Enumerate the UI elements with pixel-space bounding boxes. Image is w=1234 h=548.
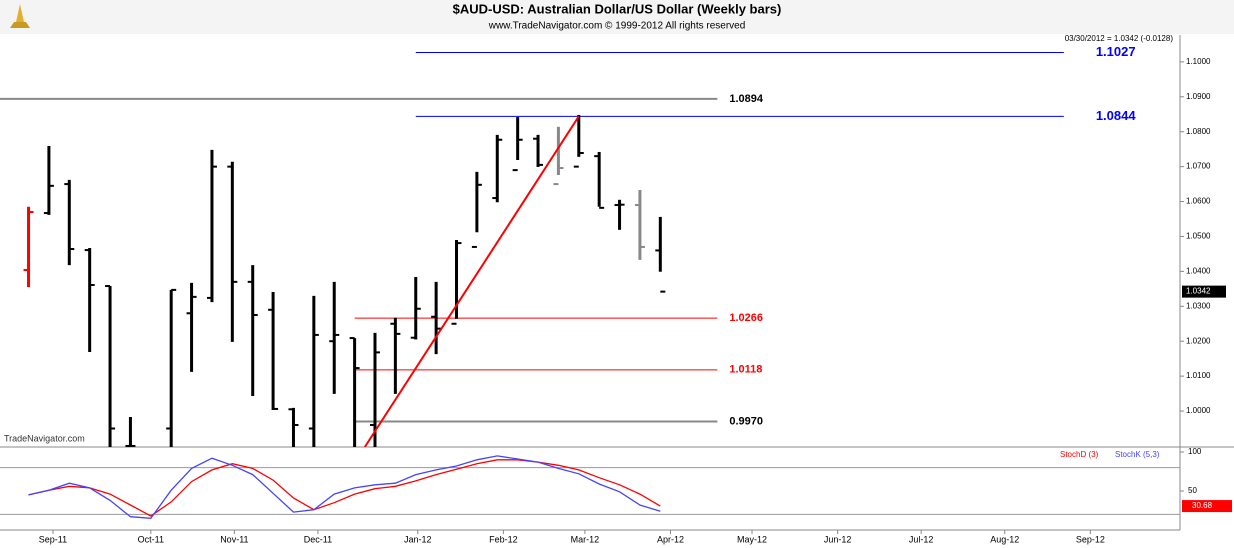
level-label: 0.9970 — [729, 415, 763, 427]
y-tick-label: 1.0100 — [1186, 371, 1211, 380]
last-value-label: 30.68 — [1192, 501, 1213, 510]
chart-subtitle: www.TradeNavigator.com © 1999-2012 All r… — [488, 21, 746, 32]
y-tick-label: 100 — [1188, 447, 1202, 456]
y-tick-label: 1.0600 — [1186, 197, 1211, 206]
level-label: 1.0894 — [729, 93, 764, 105]
x-tick-label: Apr-12 — [657, 534, 684, 544]
x-tick-label: Sep-12 — [1076, 534, 1105, 544]
level-label: 1.0266 — [729, 312, 763, 324]
y-tick-label: 1.0000 — [1186, 406, 1211, 415]
x-tick-label: Jun-12 — [824, 534, 852, 544]
chart-title: $AUD-USD: Australian Dollar/US Dollar (W… — [453, 1, 782, 16]
watermark: TradeNavigator.com — [4, 433, 85, 443]
level-label: 1.0118 — [729, 364, 762, 376]
x-tick-label: Jul-12 — [909, 534, 934, 544]
logo — [10, 4, 30, 28]
x-tick-label: Oct-11 — [138, 534, 164, 544]
x-tick-label: Aug-12 — [990, 534, 1019, 544]
quote-header: 03/30/2012 = 1.0342 (-0.0128) — [1065, 34, 1174, 43]
last-price-box — [1182, 285, 1226, 298]
y-tick-label: 1.0800 — [1186, 127, 1211, 136]
y-tick-label: 1.0400 — [1186, 266, 1211, 275]
x-tick-label: May-12 — [737, 534, 767, 544]
y-tick-label: 1.0300 — [1186, 301, 1211, 310]
x-tick-label: Feb-12 — [489, 534, 518, 544]
y-tick-label: 1.0900 — [1186, 92, 1211, 101]
legend-entry: StochD (3) — [1060, 450, 1099, 459]
last-value-box — [1182, 500, 1232, 513]
trendline — [363, 115, 580, 447]
level-label: 1.1027 — [1096, 44, 1136, 59]
x-tick-label: Jan-12 — [404, 534, 432, 544]
stoch-line — [28, 455, 661, 519]
level-label: 1.0844 — [1096, 108, 1137, 123]
y-tick-label: 1.0200 — [1186, 336, 1211, 345]
legend-entry: StochK (5,3) — [1115, 450, 1160, 459]
x-tick-label: Dec-11 — [304, 534, 332, 544]
title-band — [0, 0, 1234, 34]
x-tick-label: Nov-11 — [220, 534, 248, 544]
stoch-line — [28, 459, 661, 517]
y-tick-label: 50 — [1188, 486, 1197, 495]
x-tick-label: Sep-11 — [39, 534, 67, 544]
x-tick-label: Mar-12 — [571, 534, 600, 544]
y-tick-label: 1.0500 — [1186, 232, 1211, 241]
y-tick-label: 1.0700 — [1186, 162, 1211, 171]
plot-area — [0, 51, 1064, 447]
y-tick-label: 1.1000 — [1186, 57, 1211, 66]
last-price-label: 1.0342 — [1186, 287, 1211, 296]
